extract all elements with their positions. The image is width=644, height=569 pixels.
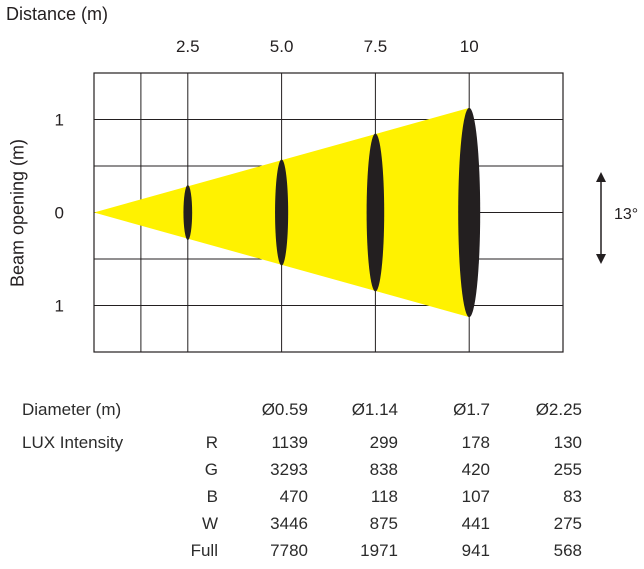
- lux-value: 941: [461, 541, 490, 560]
- lux-value: 441: [461, 514, 490, 533]
- channel-label: R: [205, 433, 218, 452]
- x-tick-label: 2.5: [176, 37, 200, 56]
- x-tick-label: 7.5: [364, 37, 388, 56]
- lux-value: 1139: [271, 433, 308, 452]
- lux-value: 1971: [360, 541, 398, 560]
- lux-value: 420: [461, 460, 490, 479]
- lux-value: 470: [279, 487, 308, 506]
- lux-value: 7780: [270, 541, 308, 560]
- lux-value: 107: [461, 487, 490, 506]
- diameter-value: Ø0.59: [261, 400, 308, 419]
- x-tick-label: 10: [460, 37, 479, 56]
- y-tick-label: 0: [55, 204, 64, 223]
- y-tick-label: 1: [55, 111, 64, 130]
- lux-value: 118: [370, 487, 398, 506]
- lux-value: 568: [553, 541, 582, 560]
- x-tick-labels: 2.5 5.0 7.5 10: [176, 37, 479, 56]
- diameter-value: Ø1.7: [453, 400, 490, 419]
- beam-angle-indicator: 13°: [596, 172, 638, 264]
- x-axis-title: Distance (m): [6, 4, 109, 24]
- channel-label: W: [201, 514, 218, 533]
- lux-value: 875: [369, 514, 398, 533]
- beam-angle-label: 13°: [614, 206, 638, 223]
- lux-value: 299: [369, 433, 398, 452]
- lux-label: LUX Intensity: [22, 433, 124, 452]
- lux-value: 178: [461, 433, 490, 452]
- y-tick-labels: 1 0 1: [55, 111, 64, 316]
- y-tick-label: 1: [55, 297, 64, 316]
- beam-cross-section: [458, 107, 481, 318]
- diameter-value: Ø1.14: [351, 400, 398, 419]
- lux-value: 255: [553, 460, 582, 479]
- beam-cross-section: [275, 159, 289, 266]
- channel-label: G: [204, 460, 218, 479]
- lux-value: 83: [563, 487, 582, 506]
- diameter-value: Ø2.25: [535, 400, 582, 419]
- x-tick-label: 5.0: [270, 37, 294, 56]
- lux-value: 3446: [270, 514, 308, 533]
- lux-value: 275: [553, 514, 582, 533]
- channel-label: B: [206, 487, 218, 506]
- channel-label: Full: [190, 541, 218, 560]
- diameter-label: Diameter (m): [22, 400, 122, 419]
- lux-value: 3293: [270, 460, 308, 479]
- lux-value: 838: [369, 460, 398, 479]
- beam-cross-section: [366, 133, 385, 292]
- beam-chart: 2.5 5.0 7.5 10 101 13°: [55, 37, 638, 353]
- beam-cone-group: [94, 107, 481, 318]
- beam-cross-section: [183, 185, 193, 240]
- lux-value: 130: [553, 433, 582, 452]
